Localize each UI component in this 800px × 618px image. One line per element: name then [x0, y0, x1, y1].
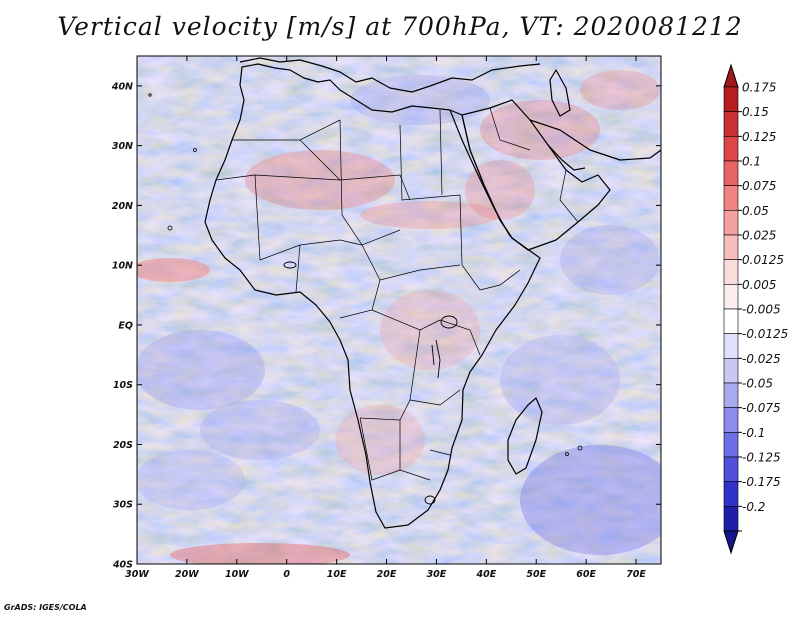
colorbar-swatch-4 [723, 185, 739, 211]
lakes [283, 261, 458, 505]
iran-coast [529, 119, 661, 161]
colorbar-label-11: -0.025 [742, 352, 781, 366]
colorbar-label-2: 0.125 [742, 130, 776, 144]
colorbar-label-6: 0.025 [742, 229, 776, 243]
colorbar-swatch-0 [723, 86, 739, 112]
lon-tick-label-4: 10E [327, 569, 347, 580]
lat-tick-label-5: 10S [113, 380, 133, 391]
red-sea-coast [449, 109, 511, 237]
lon-tick-label-6: 30E [427, 569, 447, 580]
africa-coastline [204, 63, 541, 529]
madagascar-coastline [507, 397, 543, 475]
europe-coastline [239, 57, 541, 93]
colorbar-label-15: -0.125 [742, 451, 781, 465]
colorbar-label-14: -0.1 [742, 426, 765, 440]
latitude-axis: 40N 30N 20N 10N EQ 10S 20S 30S 40S [111, 81, 661, 571]
lon-tick-label-5: 20E [377, 569, 397, 580]
islands [148, 93, 583, 456]
field-blue-regions [137, 75, 661, 555]
colorbar-swatch-7 [723, 259, 739, 285]
colorbar-label-13: -0.075 [742, 401, 781, 415]
colorbar-label-4: 0.075 [742, 179, 776, 193]
colorbar-label-8: 0.005 [742, 278, 776, 292]
colorbar-swatch-8 [723, 284, 739, 310]
colorbar-label-17: -0.2 [742, 500, 765, 514]
lon-tick-label-3: 0 [283, 569, 290, 580]
colorbar-swatch-6 [723, 234, 739, 260]
colorbar-swatch-1 [723, 111, 739, 137]
colorbar-swatch-14 [723, 432, 739, 458]
colorbar-swatch-11 [723, 358, 739, 384]
colorbar-swatch-9 [723, 308, 739, 334]
lat-tick-label-6: 20S [113, 440, 133, 451]
lon-tick-label-10: 70E [626, 569, 646, 580]
colorbar-swatch-13 [723, 407, 739, 433]
lon-tick-label-2: 10W [225, 569, 249, 580]
colorbar-label-3: 0.1 [742, 155, 761, 169]
grads-credit: GrADS: IGES/COLA [4, 603, 87, 612]
colorbar-swatch-17 [723, 506, 739, 532]
persian-gulf-coast [547, 144, 586, 171]
map-frame [136, 55, 662, 565]
lat-tick-label-3: 10N [112, 261, 133, 272]
colorbar-label-9: -0.005 [742, 303, 781, 317]
colorbar-label-7: 0.0125 [742, 253, 784, 267]
coastlines [204, 57, 661, 529]
country-borders [215, 107, 579, 481]
colorbar-label-16: -0.175 [742, 475, 781, 489]
colorbar-swatch-3 [723, 160, 739, 186]
lat-tick-label-8: 40S [112, 560, 133, 571]
lat-tick-label-4: EQ [118, 320, 133, 331]
colorbar-swatch-15 [723, 456, 739, 482]
colorbar-swatch-12 [723, 382, 739, 408]
longitude-axis: 30W 20W 10W 0 10E 20E 30E 40E 50E 60E 70E [125, 56, 646, 580]
colorbar-label-12: -0.05 [742, 377, 773, 391]
lat-tick-label-0: 40N [111, 81, 133, 92]
colorbar-swatch-16 [723, 481, 739, 507]
lon-tick-label-9: 60E [576, 569, 596, 580]
lon-tick-label-1: 20W [175, 569, 199, 580]
lat-tick-label-1: 30N [112, 141, 133, 152]
colorbar-top-cap [723, 63, 739, 88]
map-title: Vertical velocity [m/s] at 700hPa, VT: 2… [57, 12, 743, 41]
lon-tick-label-7: 40E [475, 569, 496, 580]
colorbar-label-1: 0.15 [742, 105, 769, 119]
lon-tick-label-8: 50E [526, 569, 546, 580]
field-red-regions [137, 70, 660, 564]
lat-tick-label-7: 30S [113, 500, 133, 511]
caspian-coast [549, 69, 571, 117]
colorbar-swatch-2 [723, 136, 739, 162]
map-area [137, 56, 661, 564]
colorbar-label-10: -0.0125 [742, 327, 788, 341]
lon-tick-label-0: 30W [125, 569, 149, 580]
lat-tick-label-2: 20N [112, 201, 133, 212]
colorbar-swatch-10 [723, 333, 739, 359]
colorbar-bottom-cap [723, 530, 739, 555]
colorbar-label-0: 0.175 [742, 81, 776, 95]
colorbar: 0.175 0.15 0.125 0.1 0.075 0.05 0.025 0.0125 0.0… [723, 63, 788, 555]
colorbar-label-5: 0.05 [742, 204, 769, 218]
colorbar-swatch-5 [723, 210, 739, 236]
